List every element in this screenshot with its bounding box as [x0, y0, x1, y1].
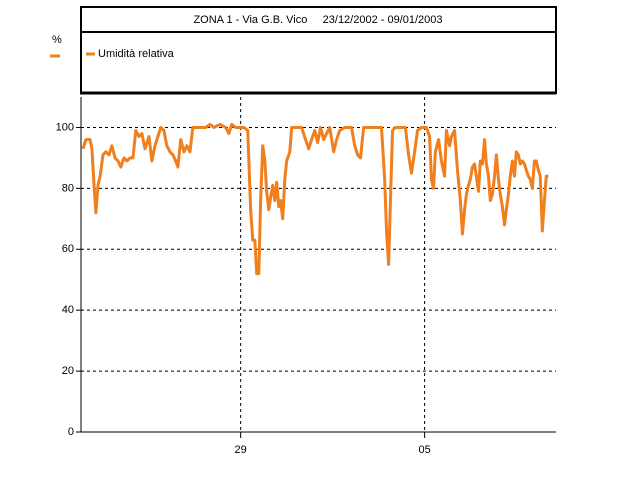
- x-tick-label: 29: [235, 444, 247, 456]
- y-tick-label: 20: [62, 365, 74, 377]
- y-tick-label: 40: [62, 304, 74, 316]
- y-tick-label: 80: [62, 182, 74, 194]
- x-tick-label: 05: [418, 444, 430, 456]
- data-line: [81, 122, 549, 276]
- y-tick-label: 100: [56, 121, 74, 133]
- legend-label: Umidità relativa: [98, 48, 175, 60]
- chart-title: ZONA 1 - Via G.B. Vico 23/12/2002 - 09/0…: [193, 14, 442, 26]
- y-tick-label: 0: [68, 426, 74, 438]
- y-axis-label: %: [52, 34, 62, 46]
- y-tick-label: 60: [62, 243, 74, 255]
